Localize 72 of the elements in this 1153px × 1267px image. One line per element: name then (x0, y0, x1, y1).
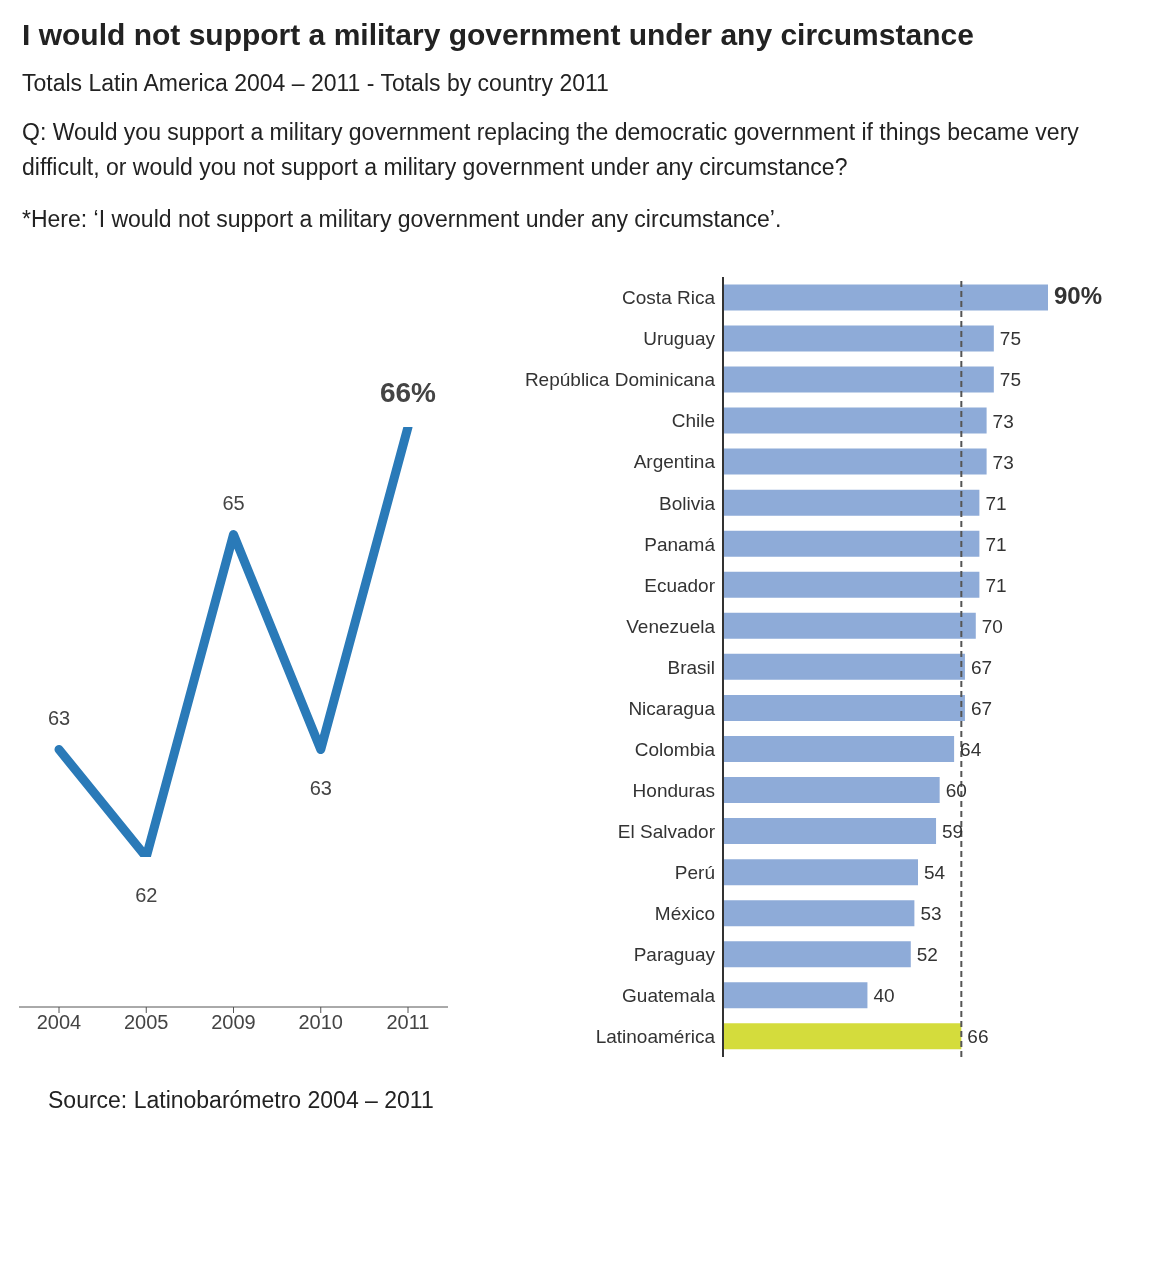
text: Q: Would you support a military government replacing the democratic government if things became very difficult, or would you not support a military government under any circumstance? (22, 118, 1080, 182)
y-tick-label: Guatemala (622, 984, 716, 1006)
x-tick-label: 2011 (386, 1010, 430, 1033)
bar (723, 817, 937, 844)
bar (723, 571, 980, 598)
data-label: 52 (916, 943, 938, 965)
data-label: 64 (960, 738, 982, 760)
x-tick-label: 2010 (298, 1010, 343, 1033)
y-tick-label: Perú (674, 861, 715, 883)
data-label: 53 (920, 902, 942, 924)
y-tick-label: Brasil (667, 656, 715, 678)
bar (723, 448, 987, 475)
y-tick-label: Chile (671, 409, 715, 431)
bar (723, 324, 994, 351)
data-label: 40 (873, 984, 895, 1006)
data-label: 63 (47, 706, 71, 728)
bar (723, 407, 987, 434)
bar (723, 489, 980, 516)
chart-title: I would not support a military government under any circumstance (22, 18, 975, 52)
data-label: 71 (985, 533, 1007, 555)
data-label: 66% (379, 376, 437, 408)
data-label: 60 (945, 779, 967, 801)
data-label: 67 (970, 697, 993, 719)
y-tick-label: Costa Rica (622, 286, 716, 308)
data-label: 73 (992, 451, 1014, 473)
data-label: 71 (985, 492, 1007, 514)
y-tick-label: Honduras (632, 779, 715, 801)
x-tick-label: 2004 (36, 1010, 82, 1033)
y-tick-label: República Dominicana (524, 368, 716, 390)
data-label: 70 (981, 615, 1003, 637)
y-tick-label: Nicaragua (628, 697, 716, 719)
y-tick-label: Ecuador (644, 574, 716, 596)
bar (723, 365, 994, 392)
bar (723, 612, 976, 639)
y-tick-label: Argentina (633, 450, 716, 472)
data-label: 67 (970, 656, 993, 678)
bar (723, 776, 940, 803)
y-tick-label: El Salvador (617, 820, 716, 842)
x-tick-label: 2005 (124, 1010, 169, 1033)
data-label: 75 (999, 327, 1021, 349)
data-label: 65 (222, 491, 245, 513)
y-tick-label: Colombia (634, 738, 716, 760)
data-label: 63 (309, 776, 332, 798)
source-note: Source: Latinobarómetro 2004 – 2011 (48, 1086, 435, 1114)
bar (723, 653, 965, 680)
bar (723, 981, 868, 1008)
y-tick-label: Venezuela (626, 615, 716, 637)
y-tick-label: Bolivia (659, 492, 716, 514)
y-tick-label: Latinoamérica (595, 1025, 716, 1047)
text: *Here: ‘I would not support a military government under any circumstance’. (22, 205, 783, 234)
bar (723, 1022, 962, 1049)
bar (723, 940, 911, 967)
data-label: 59 (942, 820, 964, 842)
data-label: 90% (1054, 281, 1103, 309)
y-tick-label: México (654, 902, 715, 924)
bar (723, 899, 915, 926)
bar (723, 530, 980, 557)
bar (723, 694, 965, 721)
bar (723, 283, 1048, 310)
bar (723, 735, 955, 762)
data-label: 75 (999, 368, 1021, 390)
x-tick-label: 2009 (211, 1010, 256, 1033)
data-label: 71 (985, 574, 1007, 596)
data-label: 54 (924, 861, 946, 883)
y-tick-label: Paraguay (633, 943, 716, 965)
chart-subtitle: Totals Latin America 2004 – 2011 - Totals by country 2011 (22, 70, 610, 97)
data-label: 62 (135, 883, 158, 906)
data-label: 66 (967, 1025, 989, 1047)
y-tick-label: Uruguay (643, 327, 716, 349)
y-tick-label: Panamá (644, 533, 716, 555)
bar (723, 858, 918, 885)
data-label: 73 (992, 410, 1014, 432)
